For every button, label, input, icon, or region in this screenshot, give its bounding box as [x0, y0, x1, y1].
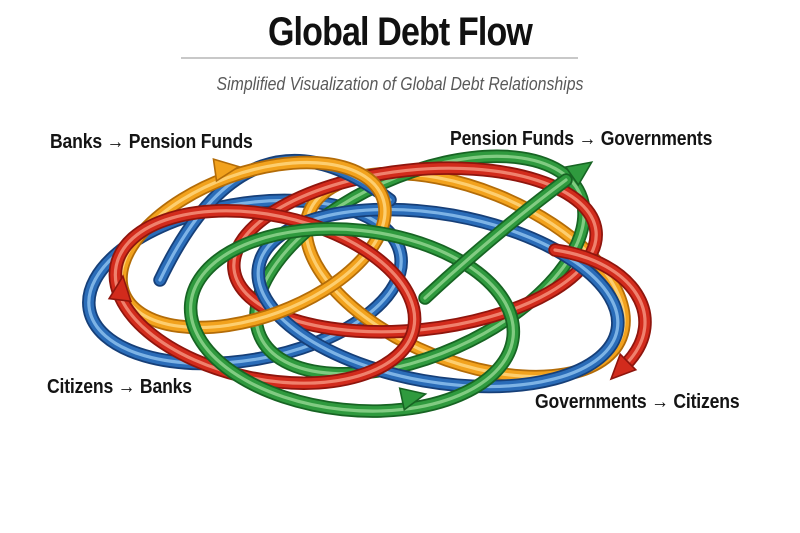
- red-arrow-up-icon: [107, 274, 133, 303]
- green-arrow-bottom-icon: [398, 387, 428, 412]
- header: Global Debt Flow: [5, 0, 795, 55]
- flow-label-governments-to-citizens: Governments → Citizens: [535, 391, 740, 413]
- flow-label-banks-to-pension-funds: Banks → Pension Funds: [50, 131, 253, 153]
- subtitle-row: Simplified Visualization of Global Debt …: [5, 57, 795, 95]
- green-arrow-top-right-icon: [564, 161, 594, 187]
- page-title: Global Debt Flow: [267, 10, 533, 54]
- red-arrow-down-left-icon: [609, 352, 638, 381]
- title-divider: [181, 57, 578, 59]
- orange-arrow-icon: [212, 157, 241, 183]
- page-subtitle: Simplified Visualization of Global Debt …: [216, 74, 584, 94]
- flow-label-pension-funds-to-governments: Pension Funds → Governments: [450, 128, 713, 150]
- flow-label-citizens-to-banks: Citizens → Banks: [47, 376, 192, 398]
